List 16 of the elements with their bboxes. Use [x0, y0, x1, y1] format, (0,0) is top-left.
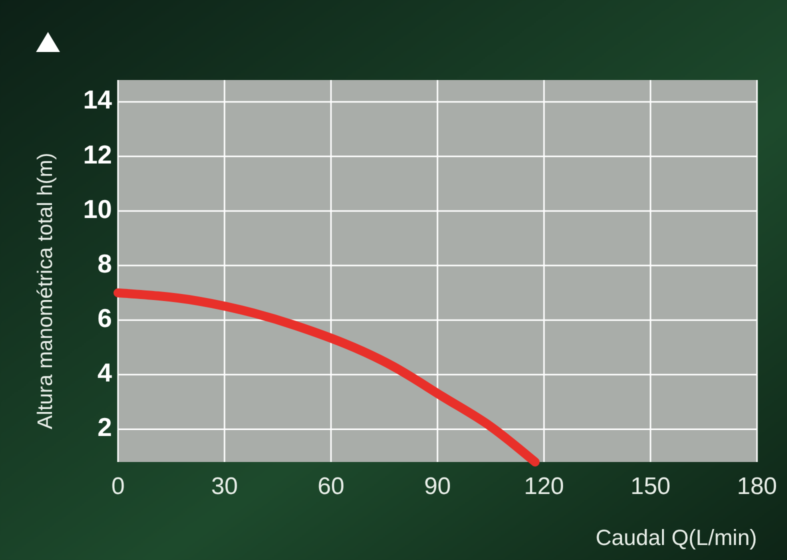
y-tick-label: 2: [98, 412, 112, 442]
y-tick-label: 8: [98, 248, 112, 278]
y-tick-label: 6: [98, 302, 112, 333]
y-axis-title: Altura manométrica total h(m): [34, 152, 57, 430]
x-tick-label: 150: [630, 473, 671, 500]
x-tick-label: 30: [211, 473, 238, 500]
y-tick-label: 10: [83, 194, 112, 224]
x-tick-label: 120: [524, 473, 564, 500]
x-tick-label: 180: [736, 473, 778, 500]
x-tick-label: 60: [318, 473, 344, 500]
x-axis-title: Caudal Q(L/min): [596, 525, 757, 550]
y-tick-label: 4: [98, 358, 113, 388]
y-tick-label: 14: [83, 84, 113, 115]
x-tick-label: 90: [424, 473, 451, 500]
y-tick-label: 12: [83, 139, 112, 170]
x-tick-label: 0: [111, 473, 125, 500]
